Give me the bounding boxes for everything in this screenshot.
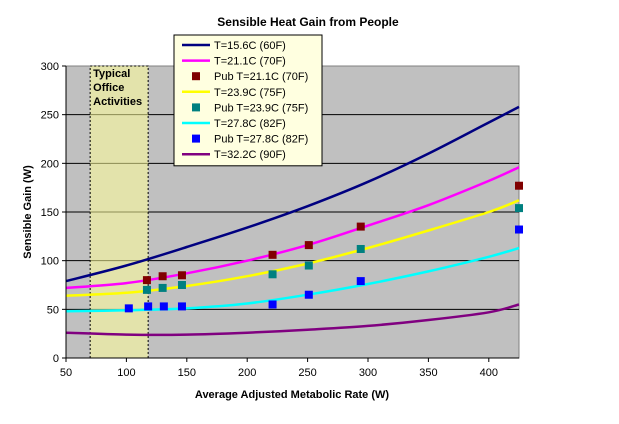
curve-t-15-6c-60f xyxy=(65,105,520,283)
x-tick-label: 350 xyxy=(419,367,437,379)
y-tick-label: 300 xyxy=(41,61,59,73)
legend-box xyxy=(173,34,323,167)
point-pub-t-23-9c-75f xyxy=(304,261,313,270)
point-pub-t-27-8c-82f xyxy=(268,300,277,309)
annotation-band xyxy=(89,65,149,359)
x-tick-label: 300 xyxy=(359,367,377,379)
y-tick-label: 100 xyxy=(41,256,59,268)
legend-swatch-marker xyxy=(192,103,200,112)
point-pub-t-27-8c-82f xyxy=(356,277,365,286)
typical-office-activities-band: Typical Office Activities xyxy=(89,65,149,359)
x-axis-title: Average Adjusted Metabolic Rate (W) xyxy=(195,389,389,401)
point-pub-t-27-8c-82f xyxy=(144,302,153,311)
legend-label-t-32-2c-90f: T=32.2C (90F) xyxy=(214,149,286,161)
point-pub-t-27-8c-82f xyxy=(124,304,133,313)
legend-label-pub-t-27-8c-82f: Pub T=27.8C (82F) xyxy=(214,134,308,146)
point-pub-t-21-1c-70f xyxy=(304,241,313,250)
point-pub-t-23-9c-75f xyxy=(142,285,151,294)
point-pub-t-27-8c-82f xyxy=(515,225,523,234)
point-pub-t-23-9c-75f xyxy=(158,283,167,292)
point-pub-t-21-1c-70f xyxy=(356,222,365,231)
legend-label-t-27-8c-82f: T=27.8C (82F) xyxy=(214,118,286,130)
y-axis-title: Sensible Gain (W) xyxy=(22,165,34,259)
x-tick-label: 100 xyxy=(117,367,135,379)
x-tick-label: 200 xyxy=(238,367,256,379)
annotation-label: Office xyxy=(93,82,124,94)
point-pub-t-23-9c-75f xyxy=(268,270,277,279)
point-pub-t-23-9c-75f xyxy=(356,244,365,253)
point-pub-t-23-9c-75f xyxy=(515,204,523,213)
point-pub-t-27-8c-82f xyxy=(177,302,186,311)
y-tick-label: 0 xyxy=(53,353,59,365)
annotation-label: Typical xyxy=(93,68,130,80)
y-tick-label: 150 xyxy=(41,207,59,219)
y-tick-label: 250 xyxy=(41,110,59,122)
legend-swatch-marker xyxy=(192,72,200,81)
y-tick-label: 50 xyxy=(47,304,59,316)
x-tick-label: 400 xyxy=(480,367,498,379)
point-pub-t-21-1c-70f xyxy=(268,250,277,259)
x-tick-label: 50 xyxy=(60,367,72,379)
point-pub-t-27-8c-82f xyxy=(304,290,313,299)
point-pub-t-21-1c-70f xyxy=(158,272,167,281)
legend: T=15.6C (60F) T=21.1C (70F) Pub T=21.1C (7… xyxy=(173,34,323,167)
legend-label-pub-t-23-9c-75f: Pub T=23.9C (75F) xyxy=(214,102,308,114)
point-pub-t-27-8c-82f xyxy=(159,302,168,311)
legend-label-t-21-1c-70f: T=21.1C (70F) xyxy=(214,56,286,68)
legend-label-t-15-6c-60f: T=15.6C (60F) xyxy=(214,40,286,52)
curve-t-32-2c-90f xyxy=(65,303,520,337)
legend-label-t-23-9c-75f: T=23.9C (75F) xyxy=(214,87,286,99)
annotation-label: Activities xyxy=(93,96,142,108)
point-pub-t-21-1c-70f xyxy=(142,276,151,285)
legend-swatch-marker xyxy=(192,134,200,143)
x-tick-label: 150 xyxy=(178,367,196,379)
point-pub-t-23-9c-75f xyxy=(177,281,186,289)
y-tick-label: 200 xyxy=(41,158,59,170)
point-series xyxy=(124,181,523,313)
x-tick-label: 250 xyxy=(298,367,316,379)
chart-title: Sensible Heat Gain from People xyxy=(217,15,399,29)
point-pub-t-21-1c-70f xyxy=(177,271,186,280)
point-pub-t-21-1c-70f xyxy=(515,181,523,190)
legend-label-pub-t-21-1c-70f: Pub T=21.1C (70F) xyxy=(214,71,308,83)
